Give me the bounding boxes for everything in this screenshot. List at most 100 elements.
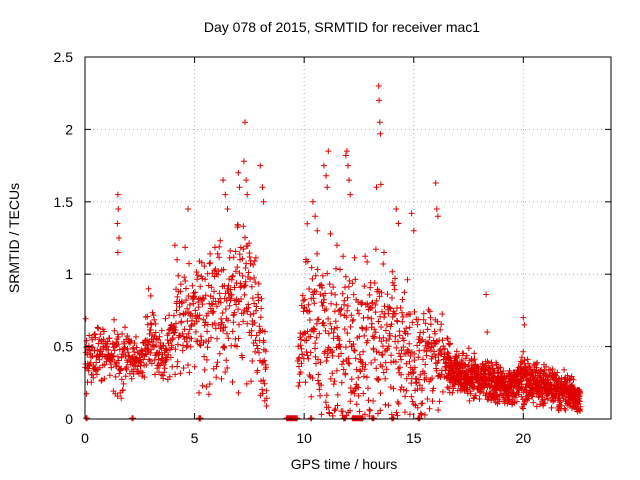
data-point <box>213 363 220 370</box>
data-point <box>176 303 183 310</box>
data-point <box>254 345 261 352</box>
data-point <box>337 343 344 350</box>
data-point <box>421 370 428 377</box>
data-point <box>366 291 373 298</box>
data-point <box>421 412 428 418</box>
data-point <box>315 377 321 384</box>
data-point <box>554 369 561 376</box>
data-point <box>309 375 316 381</box>
data-point <box>408 393 415 400</box>
data-point <box>341 297 348 304</box>
data-point <box>231 284 238 291</box>
data-point <box>294 415 301 422</box>
data-point <box>329 349 336 356</box>
data-point <box>161 361 168 368</box>
data-point <box>121 344 128 351</box>
data-point <box>178 318 185 325</box>
data-point <box>362 361 369 368</box>
data-point <box>455 352 462 359</box>
data-point <box>501 394 507 401</box>
data-point <box>338 350 345 357</box>
data-point <box>104 338 111 345</box>
data-point <box>365 385 371 392</box>
data-point <box>91 331 98 338</box>
data-point <box>381 249 387 256</box>
data-point <box>326 410 333 417</box>
data-point <box>417 410 424 417</box>
data-point <box>337 311 344 318</box>
data-point <box>252 254 259 261</box>
data-point <box>177 288 184 295</box>
data-point <box>226 302 233 309</box>
data-point <box>140 356 147 363</box>
data-point <box>131 349 138 355</box>
data-point <box>232 268 239 275</box>
data-point <box>394 412 401 419</box>
data-point <box>298 360 305 367</box>
data-point <box>131 340 138 347</box>
data-point <box>319 302 326 309</box>
data-point <box>325 315 332 322</box>
data-point <box>328 300 335 307</box>
data-point <box>577 389 583 396</box>
data-point <box>222 191 229 198</box>
data-point <box>541 396 548 403</box>
data-point <box>302 379 309 386</box>
data-point <box>342 152 349 159</box>
data-point <box>151 316 158 323</box>
data-point <box>172 346 179 353</box>
data-point <box>191 293 198 300</box>
data-point <box>351 390 358 397</box>
data-point <box>467 390 474 397</box>
data-point <box>257 162 264 169</box>
data-point <box>323 392 330 399</box>
data-point <box>216 290 223 297</box>
data-point <box>366 406 373 413</box>
data-point <box>162 315 169 322</box>
data-point <box>331 378 338 385</box>
data-point <box>410 368 417 375</box>
data-point <box>407 353 414 359</box>
data-point <box>111 327 118 334</box>
data-point <box>115 341 122 348</box>
data-point <box>458 357 465 363</box>
data-point <box>307 349 314 356</box>
data-point <box>116 235 122 241</box>
data-point <box>313 360 319 367</box>
data-point <box>201 366 208 373</box>
data-point <box>165 351 172 358</box>
data-point <box>122 373 129 380</box>
data-point <box>348 376 355 383</box>
data-point <box>312 345 318 352</box>
data-point <box>518 377 525 384</box>
data-point <box>85 367 92 374</box>
data-point <box>543 363 549 370</box>
data-point <box>246 240 253 247</box>
data-point <box>349 318 356 324</box>
data-point <box>298 345 305 352</box>
data-point <box>570 384 577 391</box>
data-point <box>321 296 328 303</box>
data-point <box>533 403 540 410</box>
data-point <box>429 398 436 405</box>
data-point <box>329 412 336 419</box>
data-point <box>260 339 267 346</box>
data-point <box>220 266 227 273</box>
data-point <box>404 276 411 283</box>
data-point <box>435 407 442 413</box>
data-point <box>331 325 338 332</box>
data-point <box>236 270 243 277</box>
data-point <box>235 335 242 342</box>
data-point <box>372 246 379 253</box>
data-point <box>244 191 251 198</box>
data-point <box>484 329 491 336</box>
data-point <box>424 326 431 333</box>
data-point <box>398 347 405 354</box>
data-point <box>252 279 259 286</box>
x-tick-label: 0 <box>81 430 89 446</box>
data-point <box>93 359 100 366</box>
data-point <box>184 342 191 349</box>
data-point <box>207 305 214 312</box>
data-point <box>561 366 568 373</box>
data-point <box>100 336 107 343</box>
